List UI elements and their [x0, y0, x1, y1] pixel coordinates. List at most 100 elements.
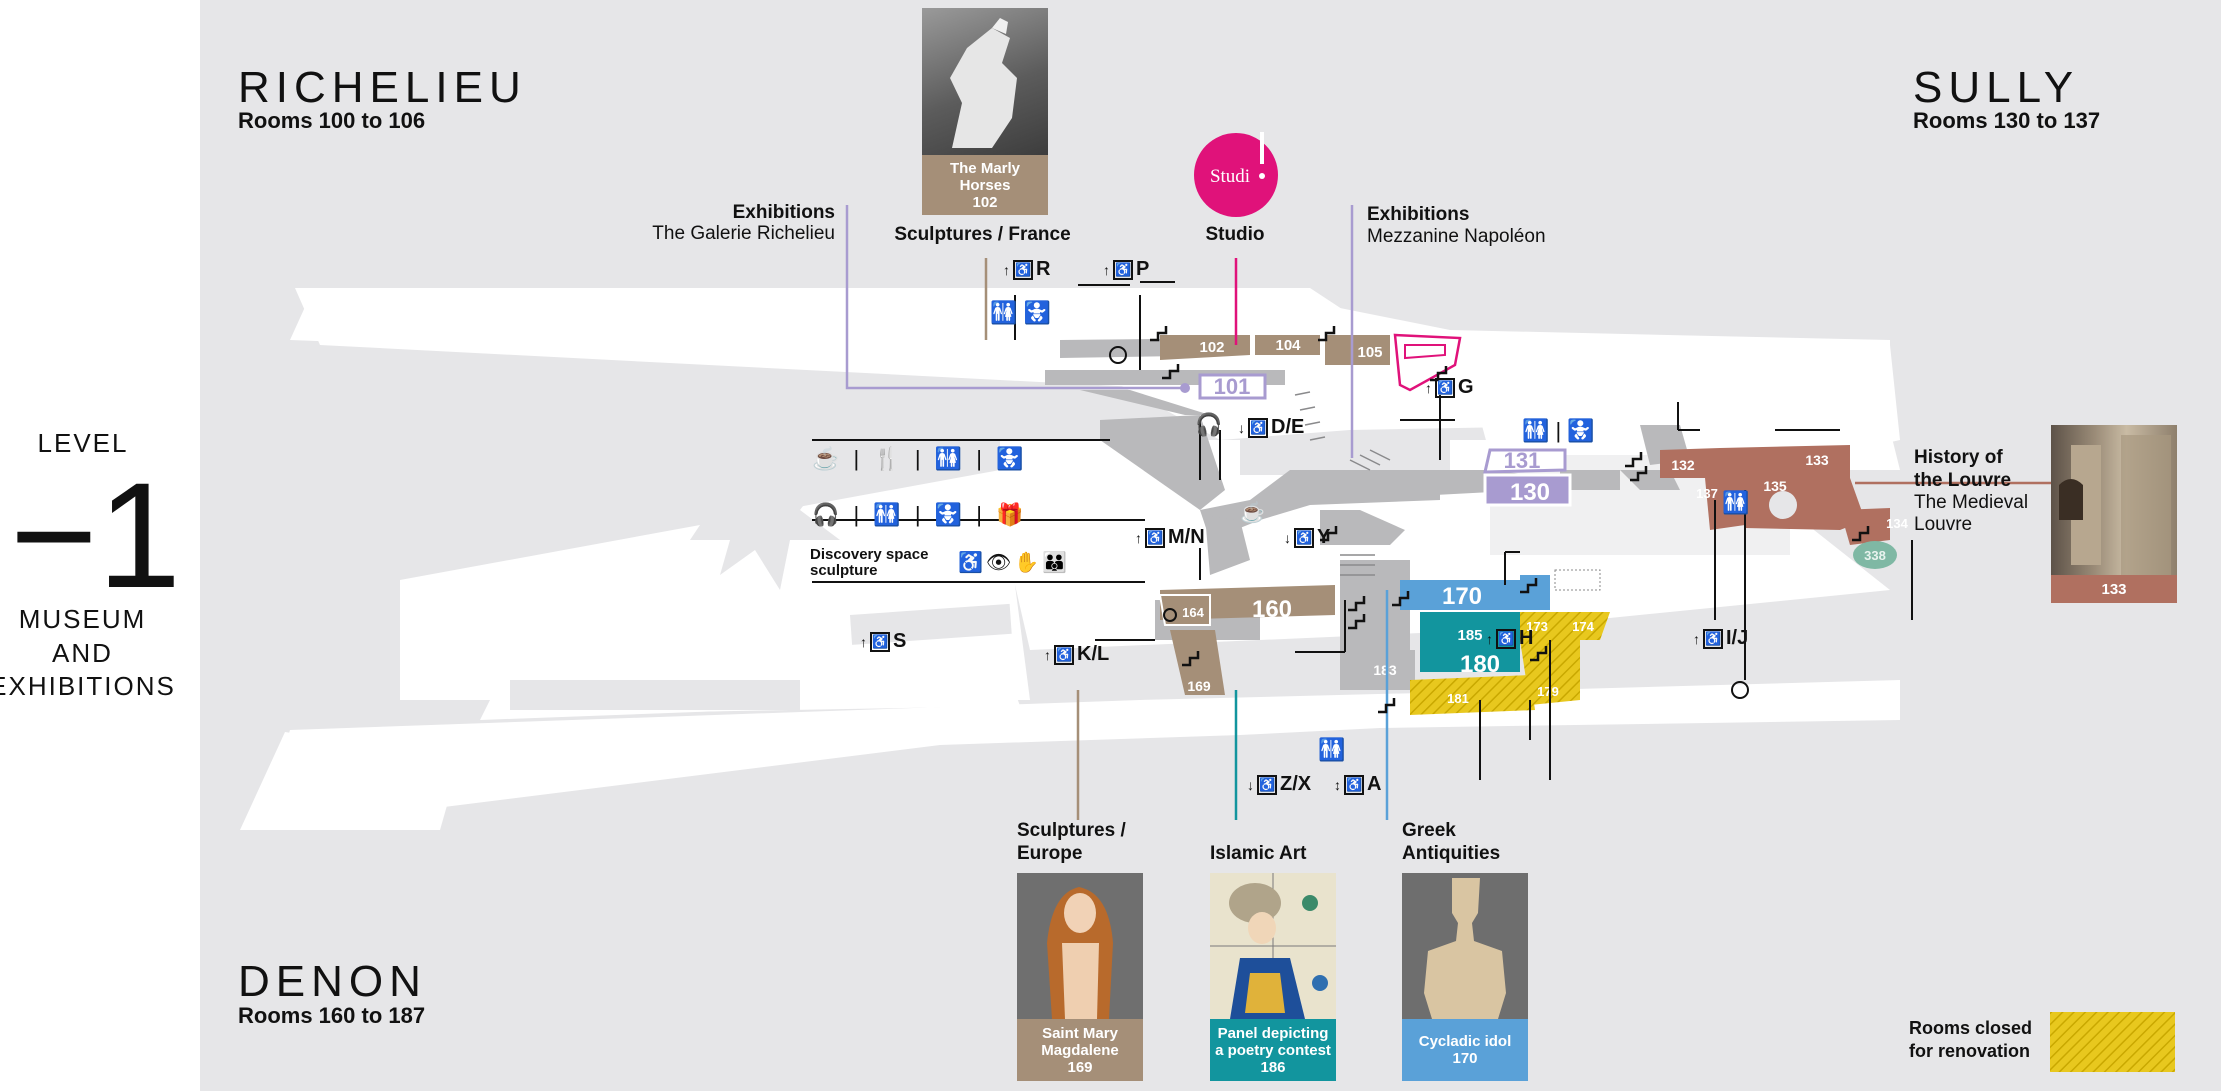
coffee-icon: ☕: [1240, 502, 1265, 524]
room-132-shape: [1660, 448, 1720, 478]
access-H-label: H: [1519, 627, 1534, 649]
staircase-stripes: [1294, 391, 1391, 576]
room-134-label: 134: [1886, 516, 1908, 531]
room-174-shape: [1560, 612, 1610, 640]
room-169-label: 169: [1187, 678, 1211, 694]
elevator-icon: ♿: [1248, 417, 1268, 438]
elevator-icon: ♿: [1294, 527, 1314, 548]
richelieu-rooms: Rooms 100 to 106: [238, 108, 426, 133]
history-louvre-subtitle-1: The Medieval: [1914, 492, 2029, 513]
room-132-label: 132: [1671, 457, 1695, 473]
saint-magdalene-line1: Saint Mary: [1042, 1024, 1118, 1042]
access-G-label: G: [1458, 376, 1474, 398]
toilets-richelieu: 🚻 🚼: [990, 300, 1051, 326]
marly-horses-card[interactable]: The Marly Horses 102: [922, 8, 1048, 215]
room-134-shape: [1840, 508, 1890, 545]
room-181-label: 181: [1447, 691, 1469, 706]
sculptures-europe-line1: Sculptures /: [1017, 820, 1126, 841]
access-MN[interactable]: ↑ ♿ M/N: [1135, 526, 1205, 549]
level-label: LEVEL: [37, 428, 129, 458]
cycladic-idol-photo: [1402, 873, 1528, 1019]
discovery-space-line1: Discovery space: [810, 546, 929, 563]
room-164-label: 164: [1182, 605, 1204, 620]
cycladic-idol-card[interactable]: Cycladic idol 170: [1402, 873, 1528, 1081]
toilets-near-G: 🚻 | 🚼: [1522, 418, 1595, 443]
access-S-label: S: [893, 630, 907, 652]
room-180-label: 180: [1460, 651, 1500, 678]
access-DE[interactable]: ↓ ♿ D/E: [1238, 416, 1304, 439]
baby-changing-icon: 🚼: [1023, 300, 1051, 325]
room-133-shape: [1720, 445, 1850, 480]
access-R[interactable]: ↑ ♿ R: [1003, 258, 1050, 281]
access-IJ[interactable]: ↑ ♿ I/J: [1693, 627, 1748, 650]
poetry-panel-card[interactable]: Panel depicting a poetry contest 186: [1210, 873, 1336, 1081]
wheelchair-icon: ♿: [958, 552, 986, 574]
toilets-near-134: 🚻: [1722, 490, 1749, 516]
up-arrow-icon: ↑: [1135, 529, 1142, 546]
exhibitions-richelieu-leader: [845, 205, 1185, 390]
legend-line2: for renovation: [1909, 1041, 2031, 1061]
saint-magdalene-photo: [1017, 873, 1143, 1019]
poetry-panel-photo: [1210, 873, 1336, 1019]
access-G[interactable]: ↑ ♿ G: [1425, 376, 1474, 399]
room-170-label: 170: [1442, 583, 1482, 610]
room-102-shape: [1160, 335, 1250, 360]
elevator-icon: ♿: [1257, 774, 1277, 795]
marly-horses-photo: [922, 8, 1048, 155]
toilets-icon: 🚻: [1318, 737, 1346, 762]
elevator-icon: ♿: [1145, 527, 1165, 548]
marly-horses-line2: Horses: [959, 176, 1011, 194]
room-101-shape: [1198, 373, 1267, 400]
poetry-panel-line2: a poetry contest: [1215, 1041, 1331, 1059]
access-S[interactable]: ↑ ♿ S: [860, 630, 906, 653]
medieval-louvre-card[interactable]: 133: [2051, 425, 2177, 603]
down-arrow-icon: ↓: [1284, 529, 1291, 546]
history-louvre-title-2: the Louvre: [1914, 470, 2012, 491]
room-101-label: 101: [1214, 374, 1251, 399]
cycladic-idol-icon: [1424, 878, 1506, 1019]
gift-shop-icon: 🎁: [996, 502, 1028, 527]
touch-icon: ✋: [1014, 552, 1043, 574]
toilets-icon: 🚻: [1722, 490, 1750, 515]
saint-magdalene-card[interactable]: Saint Mary Magdalene 169: [1017, 873, 1143, 1081]
access-Y[interactable]: ↓ ♿ Y: [1284, 526, 1330, 549]
medieval-louvre-photo: [2051, 425, 2177, 575]
toilets-denon: 🚻: [1318, 737, 1345, 763]
sculptures-europe-line2: Europe: [1017, 843, 1083, 864]
discovery-icons: ♿👁✋👪: [958, 550, 1070, 575]
room-105-shape: [1325, 335, 1390, 365]
room-170-shape: [1400, 580, 1525, 610]
greek-antiquities-line2: Antiquities: [1402, 843, 1501, 864]
toilets-icon: 🚻: [1522, 418, 1550, 443]
richelieu-rooms: [1160, 333, 1462, 400]
access-ZX[interactable]: ↓ ♿ Z/X: [1247, 773, 1311, 796]
marly-horses-room: 102: [972, 193, 998, 211]
access-A-label: A: [1367, 773, 1382, 795]
studio-room-shape: [1393, 333, 1462, 392]
access-R-label: R: [1036, 258, 1051, 280]
services-row-2: 🎧 | 🚻 | 🚼 | 🎁: [812, 502, 1028, 527]
access-KL[interactable]: ↑ ♿ K/L: [1044, 643, 1109, 666]
access-A[interactable]: ↕ ♿ A: [1334, 773, 1381, 796]
magdalene-statue-icon: [1047, 887, 1113, 1019]
room-105-label: 105: [1357, 344, 1382, 361]
room-169-shape: [1170, 630, 1225, 695]
access-H[interactable]: ↑ ♿ H: [1486, 627, 1533, 650]
room-numbers: 101 102 104 105 131 130 132 133 137 135 …: [1182, 337, 1908, 706]
sully-rooms: [1660, 445, 1897, 569]
access-P[interactable]: ↑ ♿ P: [1103, 258, 1149, 281]
studio-logo-text: Studi: [1210, 166, 1250, 187]
elevator-icon: ♿: [1496, 628, 1516, 649]
audio-guide-near-DE: 🎧: [1195, 412, 1222, 438]
restaurant-icon: 🍴: [873, 446, 905, 471]
up-down-arrow-icon: ↕: [1334, 776, 1341, 793]
toilets-icon: 🚻: [990, 300, 1018, 325]
access-DE-label: D/E: [1271, 416, 1305, 438]
room-174-label: 174: [1572, 619, 1594, 634]
room-137-label: 137: [1696, 486, 1718, 501]
up-arrow-icon: ↑: [1693, 630, 1700, 647]
room-173-shape: [1520, 612, 1560, 640]
legend-line1: Rooms closed: [1909, 1018, 2033, 1038]
baby-changing-icon: 🚼: [934, 502, 967, 527]
stair-glyphs: [1150, 326, 1870, 714]
